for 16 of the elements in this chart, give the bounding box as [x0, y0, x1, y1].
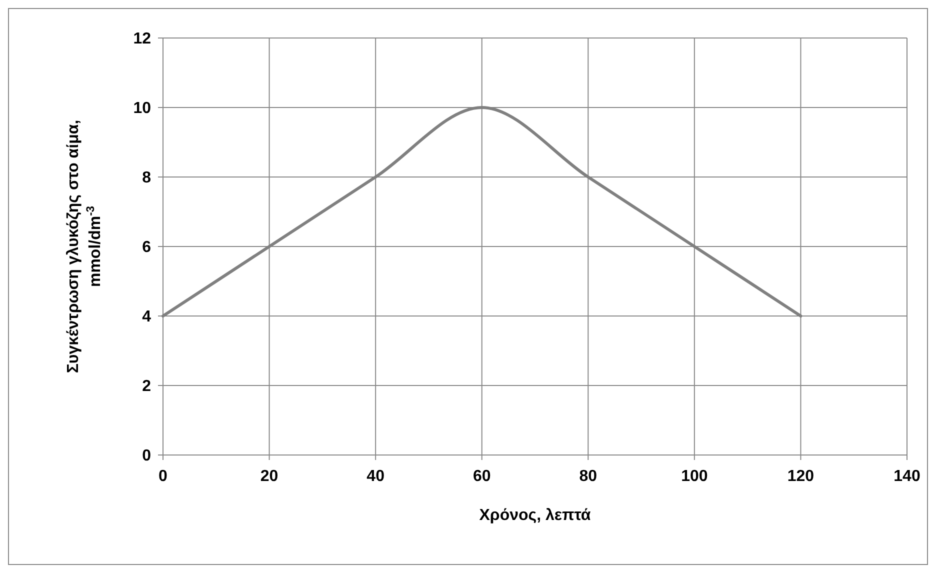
x-tick-label: 100	[681, 468, 708, 485]
y-tick-label: 4	[142, 308, 152, 326]
x-tick-label: 0	[158, 468, 168, 485]
y-tick-label: 8	[142, 170, 152, 187]
x-tick-label: 80	[579, 468, 598, 485]
y-tick-label: 0	[142, 448, 152, 465]
x-axis-title: Χρόνος, λεπτά	[479, 507, 591, 524]
y-tick-label: 2	[142, 378, 152, 396]
y-tick-label: 10	[133, 100, 152, 118]
x-tick-label: 60	[472, 468, 491, 485]
x-tick-label: 140	[894, 468, 920, 485]
y-tick-label: 6	[142, 239, 152, 256]
x-tick-label: 40	[366, 468, 385, 485]
x-tick-label: 20	[260, 468, 278, 485]
x-tick-label: 120	[787, 468, 814, 485]
y-tick-label: 12	[133, 30, 152, 48]
